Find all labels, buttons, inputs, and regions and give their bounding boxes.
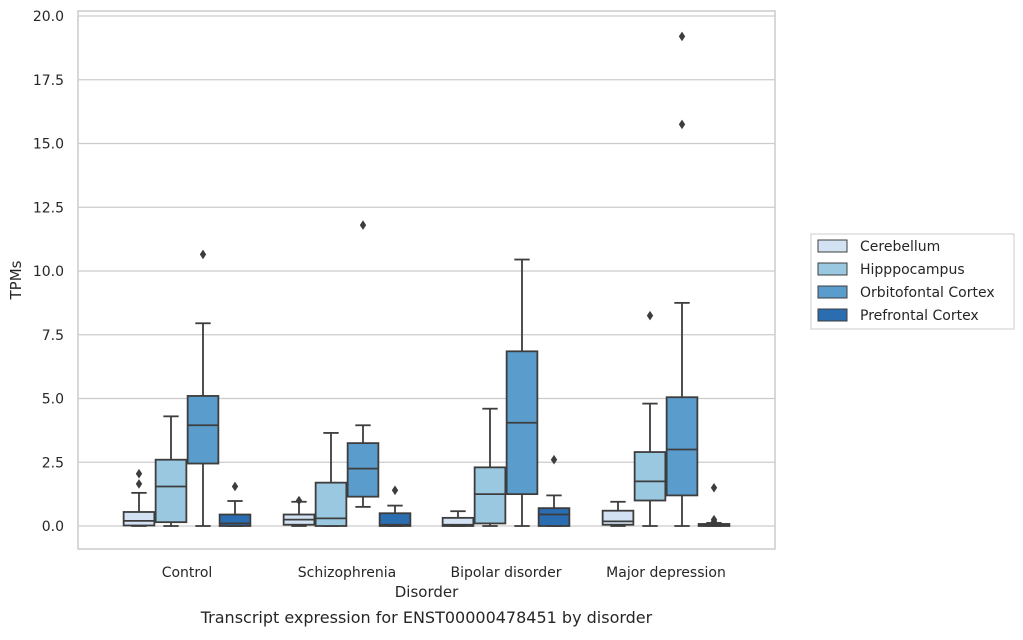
box-3-0: [218, 481, 252, 527]
y-tick-label: 0.0: [42, 519, 64, 535]
legend-swatch: [817, 262, 848, 276]
box-body: [122, 511, 156, 527]
x-axis-label: Disorder: [395, 583, 459, 601]
x-tick-label: Schizophrenia: [298, 565, 396, 581]
y-tick-label: 5.0: [42, 392, 64, 408]
box-body: [601, 509, 635, 526]
box-body: [537, 507, 571, 527]
y-tick-label: 7.5: [42, 328, 64, 344]
y-tick-label: 17.5: [33, 73, 64, 89]
box-1-0: [154, 415, 188, 527]
outlier-point: [710, 514, 718, 525]
chart-caption: Transcript expression for ENST0000047845…: [200, 608, 653, 627]
box-body: [346, 442, 380, 498]
x-tick-labels: Control Schizophrenia Bipolar disorder Majo…: [162, 565, 726, 581]
legend-label: Cerebellum: [860, 239, 940, 255]
box-body: [218, 513, 252, 527]
y-tick-label: 20.0: [33, 9, 64, 25]
box-3-1: [378, 485, 412, 527]
outlier-point: [550, 454, 558, 465]
x-tick-label: Bipolar disorder: [450, 565, 561, 581]
box-0-2: [441, 510, 475, 527]
box-0-1: [282, 495, 316, 527]
legend-swatch: [817, 308, 848, 322]
boxes: [122, 31, 731, 527]
outlier-point: [646, 310, 654, 321]
box-2-1: [346, 220, 380, 508]
x-tick-label: Major depression: [606, 565, 726, 581]
outlier-point: [231, 481, 239, 492]
outlier-point: [391, 485, 399, 496]
box-1-1: [314, 432, 348, 527]
box-2-0: [186, 249, 220, 527]
outlier-point: [295, 495, 303, 506]
outlier-point: [678, 31, 686, 42]
box-body: [473, 466, 507, 525]
box-3-2: [537, 454, 571, 527]
legend-label: Prefrontal Cortex: [860, 308, 979, 324]
box-body: [154, 458, 188, 524]
box-0-0: [122, 468, 156, 527]
y-tick-labels: 0.0 2.5 5.0 7.5 10.0 12.5 15.0 17.5 20.0: [33, 9, 64, 535]
legend-label: Hipppocampus: [860, 262, 965, 278]
legend: Cerebellum Hipppocampus Orbitofontal Corte…: [810, 233, 1015, 330]
legend-swatch: [817, 239, 848, 253]
outlier-point: [135, 479, 143, 489]
y-tick-label: 2.5: [42, 455, 64, 471]
box-1-2: [473, 407, 507, 527]
outlier-point: [678, 119, 686, 130]
box-1-3: [633, 310, 667, 527]
box-0-3: [601, 500, 635, 527]
box-body: [665, 396, 699, 497]
box-body: [314, 481, 348, 527]
outlier-point: [359, 220, 367, 230]
outlier-point: [199, 249, 207, 260]
plot-frame: [77, 10, 776, 550]
y-tick-label: 10.0: [33, 264, 64, 280]
box-body: [441, 516, 475, 527]
box-3-3: [697, 482, 731, 527]
outlier-point: [710, 482, 718, 493]
box-2-2: [505, 258, 539, 527]
y-tick-label: 15.0: [33, 137, 64, 153]
box-body: [186, 395, 220, 465]
x-tick-label: Control: [162, 565, 213, 581]
outlier-point: [135, 468, 143, 479]
legend-swatch: [817, 285, 848, 299]
box-body: [633, 451, 667, 502]
y-tick-label: 12.5: [33, 200, 64, 216]
legend-label: Orbitofontal Cortex: [860, 285, 995, 301]
box-2-3: [665, 31, 699, 527]
y-axis-label: TPMs: [7, 260, 25, 300]
box-body: [378, 512, 412, 527]
